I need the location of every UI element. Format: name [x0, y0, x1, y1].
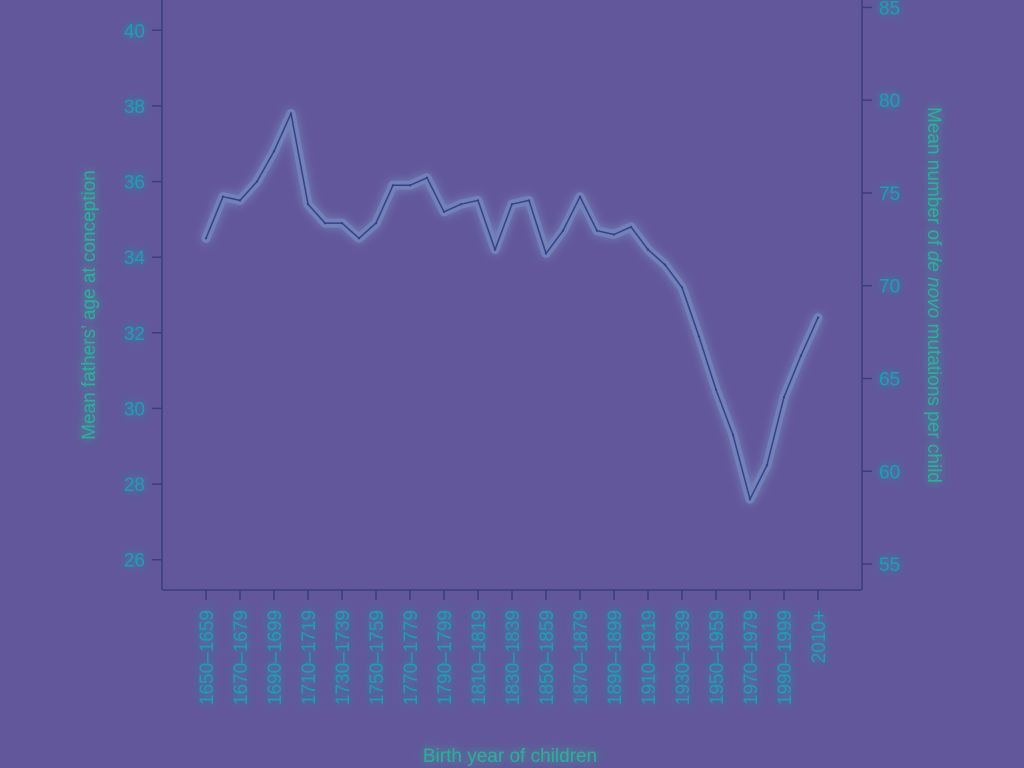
x-tick-label: 1950–1959: [707, 610, 728, 705]
data-point: [221, 195, 225, 198]
data-point: [731, 433, 735, 437]
right-y-ticks: 55 60 65 70 75 80 85: [862, 0, 900, 576]
left-y-tick-label: 36: [124, 173, 145, 194]
data-point: [442, 210, 446, 213]
x-tick-label: 1710–1719: [299, 610, 320, 705]
right-y-tick-label: 80: [879, 91, 900, 112]
x-tick-label: 1690–1699: [265, 610, 286, 705]
x-tick-label: 1730–1739: [333, 610, 354, 705]
left-y-tick-label: 40: [124, 21, 145, 42]
data-point: [306, 203, 310, 206]
data-point: [561, 229, 565, 232]
left-y-tick-label: 38: [124, 97, 145, 118]
data-point: [374, 221, 378, 225]
right-y-tick-label: 60: [879, 462, 900, 483]
data-point: [646, 248, 650, 251]
data-point: [697, 335, 701, 338]
data-point: [476, 199, 480, 202]
data-point: [799, 354, 803, 357]
data-point: [459, 203, 463, 206]
data-point: [510, 203, 514, 206]
x-tick-label: 1850–1859: [537, 610, 558, 705]
right-y-axis-title: Mean number of de novo mutations per chi…: [923, 107, 944, 483]
data-point: [204, 237, 208, 240]
left-y-tick-label: 34: [124, 248, 146, 269]
left-y-axis-title: Mean fathers’ age at conception: [79, 170, 100, 440]
data-point: [527, 199, 531, 202]
x-tick-label: 1890–1899: [605, 610, 626, 705]
left-y-tick-label: 32: [124, 324, 145, 345]
series-layer: [201, 109, 823, 504]
data-point: [238, 199, 242, 202]
data-point: [578, 195, 582, 198]
data-point: [340, 221, 344, 225]
x-tick-label: 1790–1799: [435, 610, 456, 705]
data-point: [765, 463, 769, 467]
right-y-tick-label: 85: [879, 0, 900, 19]
series-line-glow: [201, 109, 823, 504]
data-point: [714, 388, 718, 391]
right-y-axis-title-italic: de novo: [923, 251, 944, 319]
data-point: [680, 286, 684, 289]
left-y-tick-label: 26: [124, 551, 145, 572]
data-point: [595, 229, 599, 232]
right-y-tick-label: 55: [879, 555, 900, 576]
data-point: [408, 184, 412, 187]
x-tick-label: 1650–1659: [197, 610, 218, 705]
data-point: [612, 233, 616, 236]
data-point: [493, 248, 497, 251]
x-tick-label: 1870–1879: [571, 610, 592, 705]
x-tick-label: 1750–1759: [367, 610, 388, 705]
data-point: [255, 180, 259, 183]
data-point: [272, 150, 276, 153]
data-point: [748, 498, 752, 501]
right-y-tick-label: 75: [879, 184, 900, 205]
x-tick-label: 2010+: [809, 610, 830, 663]
data-point: [357, 237, 361, 240]
left-y-tick-label: 28: [124, 475, 145, 496]
axes-frame: [161, 0, 863, 591]
left-y-ticks: 26 28 30 32 34 36 38 40: [124, 21, 162, 572]
left-y-tick-label: 30: [124, 399, 145, 420]
x-axis-title: Birth year of children: [423, 746, 597, 767]
data-point: [629, 225, 633, 229]
x-tick-label: 1810–1819: [469, 610, 490, 705]
x-tick-label: 1910–1919: [639, 610, 660, 705]
data-point: [425, 176, 429, 179]
data-point: [544, 252, 548, 255]
x-tick-label: 1670–1679: [231, 610, 252, 705]
data-point: [816, 316, 820, 319]
x-tick-label: 1970–1979: [741, 610, 762, 705]
right-y-tick-label: 70: [879, 277, 900, 298]
data-point: [663, 263, 667, 266]
data-point: [391, 184, 395, 187]
data-point: [289, 112, 293, 115]
x-tick-label: 1770–1779: [401, 610, 422, 705]
x-ticks: 1650–1659 1670–1679 1690–1699 1710–1719 1730…: [197, 590, 830, 705]
right-y-axis-title-part1: Mean number of: [923, 107, 944, 251]
data-point: [782, 395, 786, 399]
right-y-axis-title-part3: mutations per child: [923, 318, 944, 483]
right-y-tick-label: 65: [879, 369, 900, 390]
data-point: [323, 221, 327, 225]
x-tick-label: 1990–1999: [775, 610, 796, 705]
x-tick-label: 1930–1939: [673, 610, 694, 705]
x-tick-label: 1830–1839: [503, 610, 524, 705]
